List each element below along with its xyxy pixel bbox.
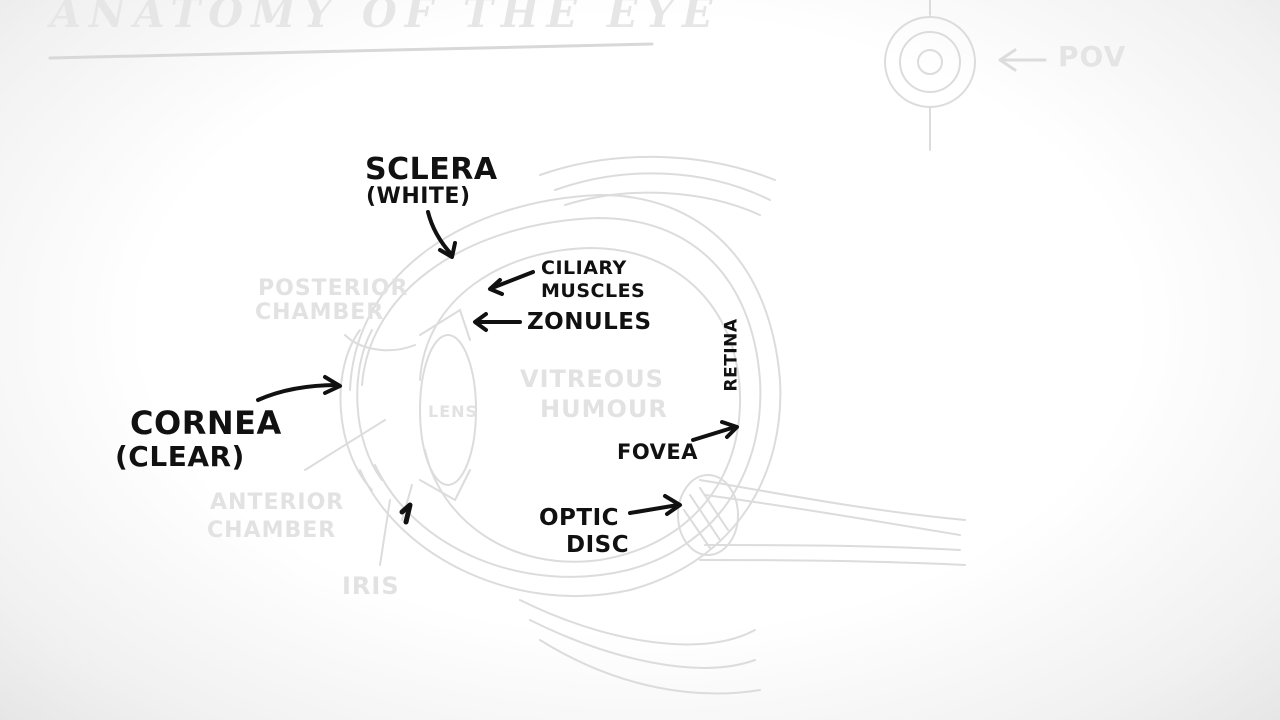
anterior-chamber-label-1: ANTERIOR xyxy=(210,490,345,515)
vitreous-humour-label-1: VITREOUS xyxy=(520,365,664,393)
retina-label: RETINA xyxy=(721,318,742,392)
zonules-label: ZONULES xyxy=(527,309,652,335)
iris-label: IRIS xyxy=(342,572,400,600)
lens-outline xyxy=(419,334,477,486)
sclera-outline xyxy=(349,193,782,598)
optic-disc-label-2: DISC xyxy=(566,532,630,558)
lens-label: LENS xyxy=(428,402,479,421)
page-title: ANATOMY OF THE EYE xyxy=(50,0,721,37)
anterior-chamber-label-2: CHAMBER xyxy=(207,518,337,543)
ciliary-muscles-label-2: MUSCLES xyxy=(541,280,646,302)
pov-label: POV xyxy=(1058,40,1127,73)
posterior-chamber-label-1: POSTERIOR xyxy=(258,276,409,301)
posterior-chamber-label-2: CHAMBER xyxy=(255,300,385,325)
vitreous-humour-label-2: HUMOUR xyxy=(540,395,668,423)
cornea-arrow xyxy=(256,383,340,402)
sclera-arrow xyxy=(426,210,454,257)
optic-nerve-outline xyxy=(699,479,966,521)
ciliary-muscles-label-1: CILIARY xyxy=(541,257,627,279)
ciliary-arrow xyxy=(490,270,535,290)
cornea-note: (CLEAR) xyxy=(115,440,245,473)
sclera-note: (WHITE) xyxy=(366,184,471,209)
cornea-outline xyxy=(339,329,373,491)
fovea-arrow xyxy=(691,425,737,442)
optic-disc-label-1: OPTIC xyxy=(539,505,620,531)
optic-disc-arrow xyxy=(628,503,680,515)
iris-pointer xyxy=(399,502,413,525)
fovea-label: FOVEA xyxy=(617,440,698,464)
pov-eye-icon xyxy=(884,16,976,108)
cornea-label: CORNEA xyxy=(130,404,282,442)
pov-arrow xyxy=(998,48,1047,72)
sclera-label: SCLERA xyxy=(365,152,498,187)
title-underline xyxy=(48,42,654,60)
